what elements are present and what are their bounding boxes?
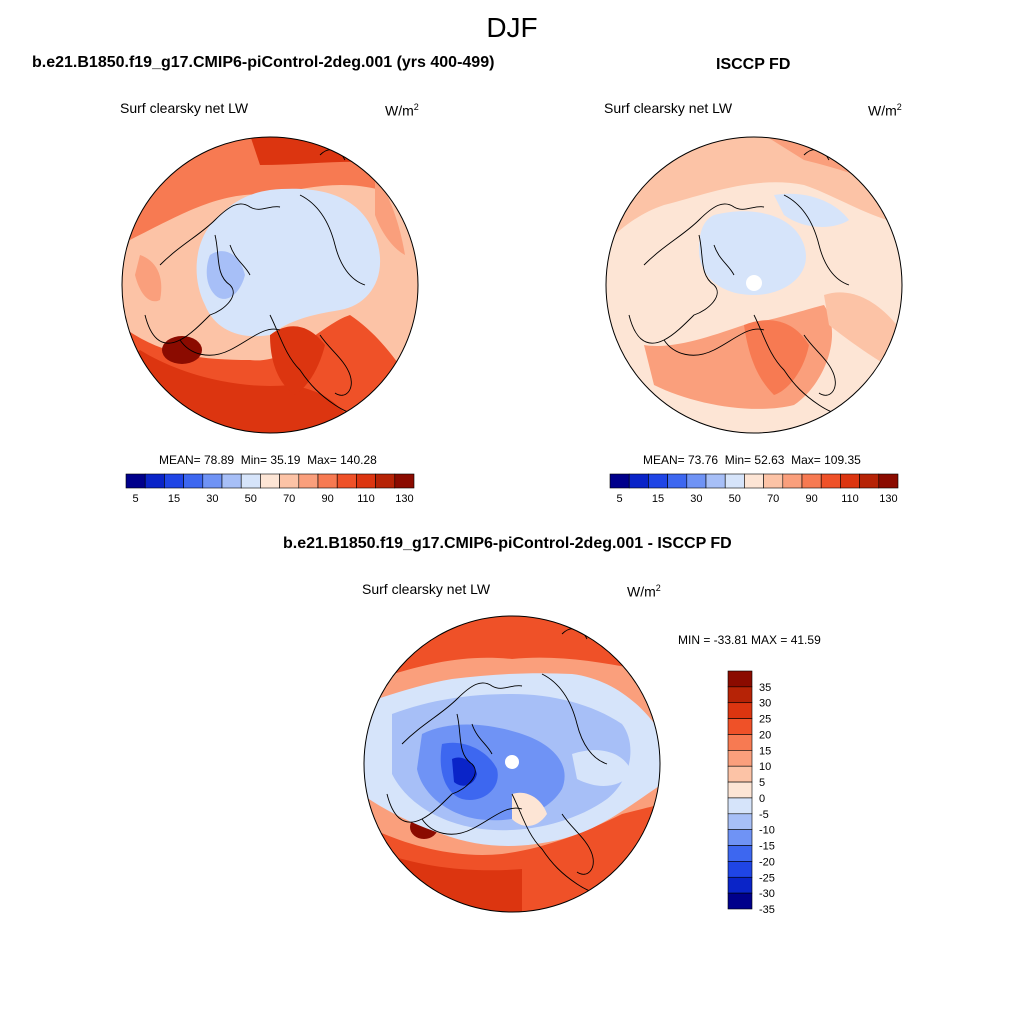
model-polar-map: [121, 136, 419, 434]
obs-colorbar-swatch: [686, 473, 707, 489]
model-colorbar-swatch: [279, 473, 300, 489]
model-colorbar-tick-label: 130: [395, 493, 413, 505]
diff-colorbar-swatch: [727, 876, 753, 894]
obs-unit-label: W/m2: [868, 102, 902, 119]
diff-colorbar: 35 30 25 20 15 10 5 0 -5 -10 -15 -20 -25 -30 -35: [727, 670, 775, 916]
obs-colorbar-tick-label: 130: [879, 493, 897, 505]
model-colorbar-swatch: [336, 473, 357, 489]
diff-colorbar-tick-label: 5: [759, 777, 765, 789]
obs-colorbar: 5 15 30 50 70 90 110 130: [609, 473, 899, 505]
model-colorbar-swatch: [221, 473, 242, 489]
diff-colorbar-swatch: [727, 702, 753, 719]
obs-colorbar-swatch: [724, 473, 745, 489]
obs-colorbar-swatch: [705, 473, 726, 489]
diff-colorbar-swatch: [727, 797, 753, 815]
diff-colorbar-tick-label: -30: [759, 888, 775, 900]
diff-colorbar-swatch: [727, 765, 753, 783]
model-field: [122, 137, 418, 433]
diff-panel-title: b.e21.B1850.f19_g17.CMIP6-piControl-2deg…: [283, 535, 732, 552]
model-colorbar-tick-label: 110: [357, 493, 375, 505]
model-panel-title: b.e21.B1850.f19_g17.CMIP6-piControl-2deg…: [32, 54, 495, 71]
model-colorbar-tick-label: 50: [245, 493, 257, 505]
obs-variable-label: Surf clearsky net LW: [604, 100, 733, 116]
obs-colorbar-swatch: [859, 473, 880, 489]
diff-colorbar-tick-label: 15: [759, 745, 771, 757]
diff-colorbar-swatch: [727, 813, 753, 830]
model-variable-label: Surf clearsky net LW: [120, 100, 249, 116]
diff-colorbar-tick-label: -35: [759, 904, 775, 916]
obs-stats: MEAN= 73.76 Min= 52.63 Max= 109.35: [643, 453, 861, 467]
model-colorbar-tick-label: 5: [133, 493, 139, 505]
model-colorbar-swatch: [356, 473, 376, 489]
obs-colorbar-swatch: [609, 473, 630, 489]
diff-colorbar-tick-label: 25: [759, 714, 771, 726]
obs-panel-title: ISCCP FD: [716, 56, 791, 73]
diff-colorbar-swatch: [727, 845, 753, 862]
obs-colorbar-swatch: [878, 473, 899, 489]
model-colorbar-tick-label: 15: [168, 493, 180, 505]
model-colorbar-swatch: [375, 473, 396, 489]
model-colorbar-swatch: [164, 473, 184, 489]
obs-colorbar-tick-label: 5: [617, 493, 623, 505]
diff-colorbar-tick-label: 10: [759, 761, 771, 773]
diff-colorbar-tick-label: -15: [759, 841, 775, 853]
obs-colorbar-tick-label: 110: [841, 493, 859, 505]
model-colorbar-swatch: [144, 473, 165, 489]
diff-colorbar-tick-label: 0: [759, 793, 765, 805]
model-colorbar: 5 15 30 50 70 90 110 130: [125, 473, 415, 505]
obs-colorbar-swatch: [763, 473, 784, 489]
obs-colorbar-swatch: [820, 473, 841, 489]
diff-unit-label: W/m2: [627, 583, 661, 600]
diff-colorbar-tick-label: 35: [759, 682, 771, 694]
obs-colorbar-swatch: [840, 473, 860, 489]
obs-colorbar-tick-label: 15: [652, 493, 664, 505]
model-colorbar-tick-label: 30: [206, 493, 218, 505]
obs-colorbar-swatch: [782, 473, 803, 489]
diff-colorbar-tick-label: 30: [759, 698, 771, 710]
diff-colorbar-tick-label: -5: [759, 809, 769, 821]
model-colorbar-swatch: [125, 473, 146, 489]
diff-colorbar-swatch: [727, 686, 753, 704]
figure-title: DJF: [486, 12, 538, 43]
obs-field: [606, 137, 902, 433]
obs-colorbar-tick-label: 50: [729, 493, 741, 505]
model-colorbar-swatch: [317, 473, 338, 489]
model-colorbar-swatch: [260, 473, 280, 489]
obs-colorbar-swatch: [628, 473, 649, 489]
obs-colorbar-swatch: [801, 473, 822, 489]
diff-colorbar-tick-label: -10: [759, 825, 775, 837]
diff-colorbar-tick-label: -20: [759, 856, 775, 868]
model-colorbar-tick-label: 90: [321, 493, 333, 505]
obs-colorbar-swatch: [744, 473, 764, 489]
diff-colorbar-tick-label: 20: [759, 729, 771, 741]
obs-colorbar-tick-label: 30: [690, 493, 702, 505]
diff-polar-map: [363, 615, 661, 913]
model-colorbar-swatch: [202, 473, 223, 489]
model-colorbar-swatch: [240, 473, 261, 489]
diff-minmax: MIN = -33.81 MAX = 41.59: [678, 633, 821, 647]
diff-colorbar-tick-label: -25: [759, 872, 775, 884]
obs-colorbar-tick-label: 70: [767, 493, 779, 505]
model-colorbar-swatch: [183, 473, 204, 489]
diff-variable-label: Surf clearsky net LW: [362, 581, 491, 597]
obs-colorbar-tick-label: 90: [805, 493, 817, 505]
diff-colorbar-swatch: [727, 718, 753, 735]
obs-colorbar-swatch: [667, 473, 688, 489]
diff-colorbar-swatch: [727, 781, 753, 799]
diff-colorbar-swatch: [727, 829, 753, 846]
model-stats: MEAN= 78.89 Min= 35.19 Max= 140.28: [159, 453, 377, 467]
obs-polar-map: [605, 136, 903, 434]
model-colorbar-tick-label: 70: [283, 493, 295, 505]
diff-colorbar-swatch: [727, 670, 753, 688]
model-colorbar-swatch: [298, 473, 319, 489]
obs-colorbar-swatch: [648, 473, 668, 489]
diff-coastlines: [386, 628, 623, 894]
model-colorbar-swatch: [394, 473, 415, 489]
model-unit-label: W/m2: [385, 102, 419, 119]
diff-colorbar-swatch: [727, 750, 753, 767]
diff-colorbar-swatch: [727, 892, 753, 910]
diff-colorbar-swatch: [727, 861, 753, 878]
diff-colorbar-swatch: [727, 734, 753, 751]
